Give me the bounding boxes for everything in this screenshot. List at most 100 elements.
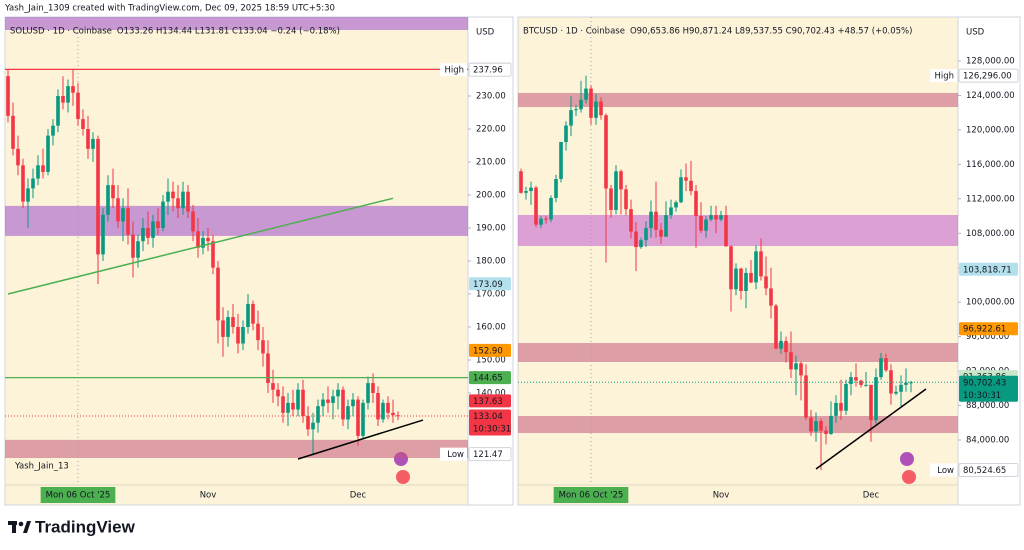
- candle-body: [306, 416, 310, 430]
- candle-body: [839, 402, 843, 411]
- y-tick-label: 124,000.00: [966, 91, 1015, 101]
- candle-body: [136, 241, 140, 258]
- zone: [5, 439, 468, 459]
- legend-values: O133.26 H134.44 L131.81 C133.04 −0.24 (−…: [117, 27, 340, 37]
- candle-body: [734, 268, 738, 290]
- tag-box: [930, 463, 957, 477]
- candle-body: [131, 234, 135, 258]
- candle-body: [166, 191, 170, 202]
- candle-body: [544, 218, 548, 220]
- candle-body: [784, 340, 788, 353]
- candle-body: [874, 377, 878, 421]
- candle-body: [834, 402, 838, 416]
- candle-body: [106, 185, 110, 215]
- candle-body: [724, 215, 728, 247]
- candle-body: [36, 165, 40, 179]
- candle-body: [804, 375, 808, 418]
- plot-background: [5, 17, 468, 505]
- candle-body: [739, 268, 743, 291]
- candle-body: [849, 377, 853, 385]
- candle-body: [116, 198, 120, 222]
- candle-body: [51, 125, 55, 136]
- price-label: 144.65: [473, 374, 503, 384]
- candle-body: [271, 383, 275, 390]
- candle-body: [256, 323, 260, 341]
- candle-body: [894, 391, 898, 394]
- candle-body: [221, 320, 225, 337]
- y-tick-label: 140.00: [476, 388, 506, 398]
- candle-body: [261, 340, 265, 354]
- candle-body: [71, 86, 75, 93]
- price-tag: Low: [937, 466, 954, 476]
- price-label-sub: 10:30:31: [963, 391, 1001, 401]
- candle-body: [206, 237, 210, 242]
- candle-body: [899, 384, 903, 392]
- candle-body: [694, 191, 698, 217]
- zone: [518, 343, 958, 362]
- zone: [5, 17, 468, 31]
- candle-body: [351, 399, 355, 407]
- candle-body: [529, 187, 533, 192]
- y-tick-label: 150.00: [476, 355, 506, 365]
- candle-body: [11, 115, 15, 149]
- candle-body: [844, 384, 848, 411]
- x-tick-label: Mon 06 Oct '25: [559, 491, 624, 501]
- y-tick-label: 120,000.00: [966, 125, 1015, 135]
- x-tick-label: Dec: [350, 491, 367, 501]
- y-tick-label: 160.00: [476, 322, 506, 332]
- candle-body: [594, 101, 598, 118]
- candle-body: [311, 422, 315, 430]
- candle-body: [869, 384, 873, 421]
- candle-body: [564, 125, 568, 142]
- candle-body: [366, 383, 370, 403]
- price-label-box: [958, 462, 1019, 477]
- crosshair-label-box: [553, 487, 629, 503]
- trendline: [7, 197, 394, 295]
- candle-body: [699, 216, 703, 231]
- candle-body: [361, 402, 365, 436]
- candle-body: [251, 303, 255, 324]
- candle-body: [126, 208, 130, 235]
- crosshair-label-box: [40, 487, 116, 503]
- candle-body: [191, 211, 195, 232]
- candle-body: [599, 101, 603, 116]
- candle-body: [151, 221, 155, 238]
- candle-body: [331, 396, 335, 403]
- price-label: 137.63: [473, 397, 503, 407]
- candle-body: [216, 267, 220, 321]
- price-label-box: [469, 394, 511, 408]
- candle-body: [534, 187, 538, 225]
- y-tick-label: 170.00: [476, 289, 506, 299]
- candle-body: [769, 288, 773, 306]
- candle-body: [346, 406, 350, 420]
- candle-body: [26, 188, 30, 202]
- candle-body: [814, 421, 818, 432]
- panel-frame: [517, 16, 1021, 506]
- price-label: 152.90: [473, 346, 503, 356]
- candle-body: [96, 138, 100, 255]
- candle-body: [714, 215, 718, 220]
- candle-body: [101, 214, 105, 255]
- candle-body: [291, 402, 295, 410]
- candle-body: [41, 165, 45, 172]
- candle-body: [679, 177, 683, 203]
- candle-body: [549, 197, 553, 220]
- y-tick-label: 88,000.00: [966, 401, 1009, 411]
- candle-body: [61, 96, 65, 103]
- price-label: 133.04: [473, 412, 503, 422]
- candle-body: [286, 402, 290, 413]
- icon: [900, 452, 914, 466]
- candle-body: [301, 389, 305, 417]
- legend-values: O90,653.86 H90,871.24 L89,537.55 C90,702…: [630, 27, 913, 37]
- candle-body: [539, 218, 543, 225]
- candle-body: [321, 399, 325, 407]
- candle-body: [689, 180, 693, 192]
- zone: [5, 205, 468, 236]
- y-tick-label: 210.00: [476, 158, 506, 168]
- candle-body: [76, 92, 80, 120]
- logo-shape: [18, 521, 24, 527]
- price-label-box: [469, 409, 511, 436]
- y-tick-label: 220.00: [476, 125, 506, 135]
- logo: TradingView: [8, 517, 136, 536]
